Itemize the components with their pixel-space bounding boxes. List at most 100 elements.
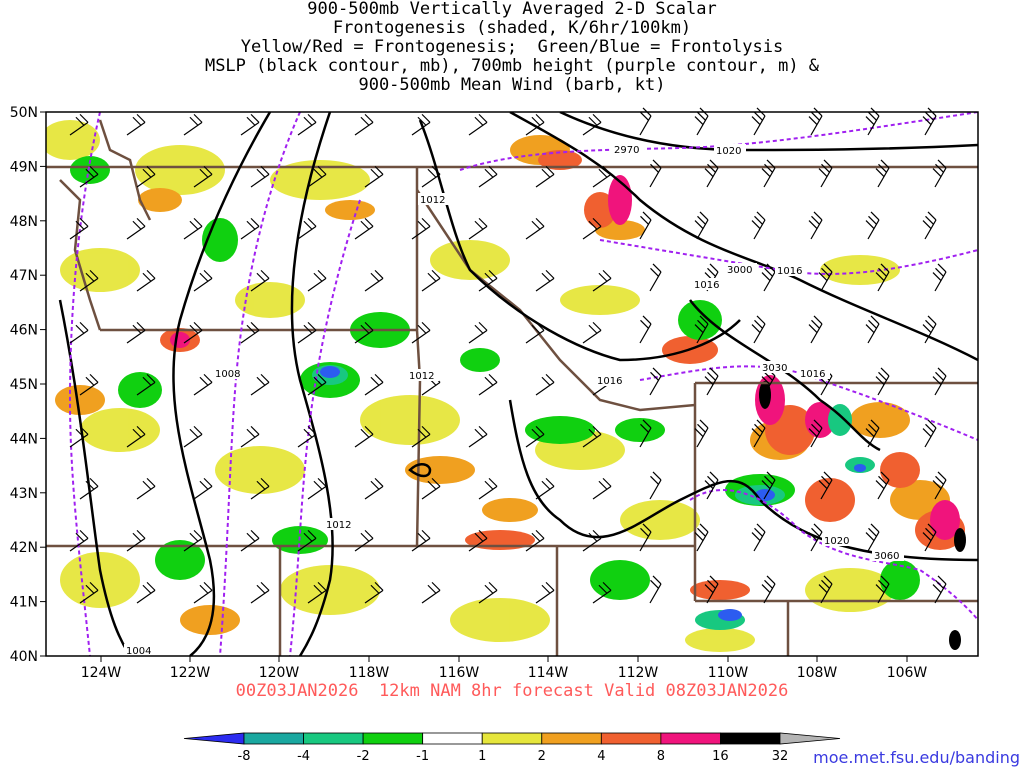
lon-label: 122W [170,665,211,681]
wind-barb [411,425,431,448]
wind-barb [639,211,652,240]
wind-barb [183,321,203,344]
wind-barb [79,373,99,396]
mslp-label: 1012 [407,369,439,382]
svg-text:1008: 1008 [215,369,240,380]
wind-barb [649,575,662,604]
svg-text:1020: 1020 [716,146,741,157]
lat-label: 44N [10,431,38,447]
svg-text:1016: 1016 [694,280,719,291]
map-title: 900-500mb Vertically Averaged 2-D Scalar… [0,0,1024,95]
colorbar-segment [362,732,424,745]
wind-barb [535,477,555,500]
colorbar-label: -2 [357,749,370,764]
wind-barb [751,419,766,448]
wind-barb [932,367,947,396]
title-line-4: MSLP (black contour, mb), 700mb height (… [204,56,820,76]
wind-barb [818,263,833,292]
wind-barb [761,263,776,292]
wind-barb [582,425,602,448]
svg-text:3060: 3060 [874,551,899,562]
wind-barb [250,269,270,292]
wind-barb [875,575,890,604]
wind-barb [240,529,260,552]
wind-barb [136,373,156,396]
colorbar-label: 1 [478,749,486,764]
wind-barb [704,575,719,604]
mslp-label: 1004 [124,644,156,657]
wind-barb [922,523,937,552]
contour-labels: 1020 1012 1016 1016 1008 1012 1016 1016 … [124,143,904,657]
wind-barb [364,373,384,396]
wind-barb [535,269,555,292]
wind-barb [183,217,203,240]
wind-barb [69,321,89,344]
wind-barb [411,113,431,136]
wind-barb [649,367,662,396]
wind-barb [193,165,213,188]
wind-barb [922,211,937,240]
wind-barb [704,471,719,500]
wind-barb [468,321,488,344]
wind-barb [694,523,709,552]
wind-barb [761,471,776,500]
wind-barb [525,113,545,136]
svg-text:2970: 2970 [614,145,639,156]
colorbar-label: 16 [712,749,729,764]
wind-barb [307,581,327,604]
wind-barb [525,529,545,552]
lat-label: 41N [10,595,38,611]
colorbar: -8 -4 -2 -1 1 2 4 8 16 32 [183,732,841,764]
colorbar-arrow-right [779,732,841,745]
colorbar-segment [303,732,364,745]
colorbar-segment [422,732,483,745]
wind-barb [592,269,612,292]
wind-barb [421,269,441,292]
wind-barb [478,373,498,396]
wind-barb [183,529,203,552]
lat-label: 40N [10,649,38,665]
title-line-5: 900-500mb Mean Wind (barb, kt) [358,75,666,95]
wind-barb [751,315,766,344]
colorbar-label: 8 [657,749,665,764]
svg-text:1020: 1020 [824,536,849,547]
wind-barb [126,321,146,344]
wind-barb [932,159,947,188]
lon-label: 120W [259,665,300,681]
wind-barb [136,581,156,604]
svg-text:3000: 3000 [727,265,752,276]
mslp-label: 1016 [775,264,807,277]
mslp-label: 1012 [324,518,356,531]
wind-barb [751,211,766,240]
wind-barb [649,471,662,500]
lon-label: 112W [618,665,659,681]
wind-barb [411,321,431,344]
lat-label: 48N [10,214,38,230]
wind-barb [694,107,709,136]
wind-barb [694,419,709,448]
wind-barb [535,373,555,396]
wind-barb [478,477,498,500]
colorbar-label: 2 [538,749,546,764]
wind-barb [421,165,441,188]
wind-barb [592,165,612,188]
lon-label: 108W [797,665,838,681]
wind-barb [193,477,213,500]
wind-barb [525,425,545,448]
wind-barb [364,477,384,500]
wind-barb [704,367,719,396]
wind-barb [307,269,327,292]
wind-barb [525,217,545,240]
lon-label: 114W [528,665,569,681]
colorbar-label: 4 [597,749,605,764]
wind-barb [297,217,317,240]
wind-barb [592,477,612,500]
wind-barb [354,529,374,552]
lon-label: 110W [708,665,749,681]
wind-barb [69,425,89,448]
wind-barb [478,269,498,292]
wind-barb [704,159,719,188]
wind-barb [250,165,270,188]
wind-barb [126,113,146,136]
